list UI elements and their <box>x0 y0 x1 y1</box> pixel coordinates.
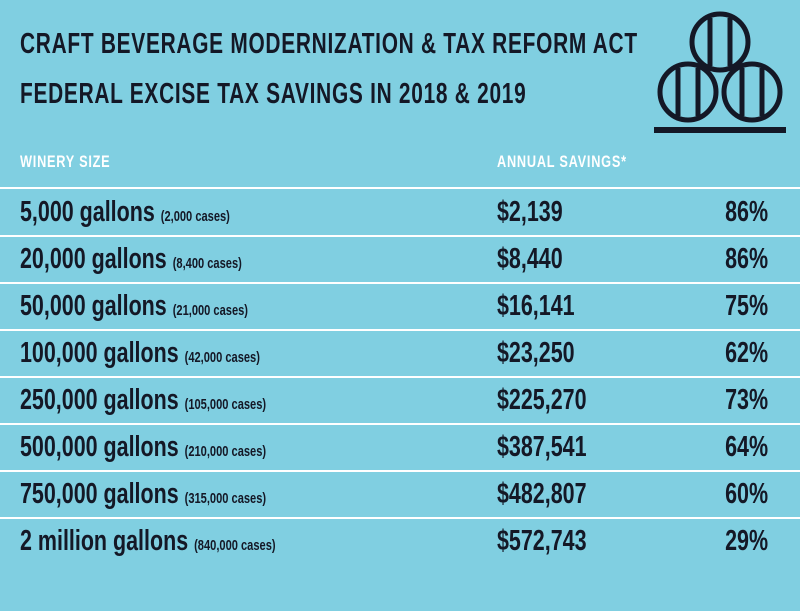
annual-savings: $23,250 <box>497 337 575 369</box>
gallons: 750,000 gallons <box>20 478 179 510</box>
row-rule <box>0 329 800 331</box>
winery-size: 50,000 gallons (21,000 cases) <box>20 290 248 323</box>
case-count: (8,400 cases) <box>172 255 242 272</box>
row-rule <box>0 470 800 472</box>
title-line: FEDERAL EXCISE TAX SAVINGS IN 2018 & 201… <box>20 78 527 110</box>
case-count: (840,000 cases) <box>194 537 276 554</box>
column-header: ANNUAL SAVINGS* <box>497 152 627 171</box>
row-rule <box>0 235 800 237</box>
savings-percent: 64% <box>725 431 768 463</box>
winery-size: 2 million gallons (840,000 cases) <box>20 525 276 558</box>
case-count: (42,000 cases) <box>184 349 260 366</box>
annual-savings: $2,139 <box>497 196 563 228</box>
winery-size: 5,000 gallons (2,000 cases) <box>20 196 230 229</box>
annual-savings: $8,440 <box>497 243 563 275</box>
annual-savings: $572,743 <box>497 525 587 557</box>
gallons: 250,000 gallons <box>20 384 179 416</box>
case-count: (210,000 cases) <box>184 443 267 460</box>
annual-savings: $482,807 <box>497 478 587 510</box>
row-rule <box>0 282 800 284</box>
winery-size: 250,000 gallons (105,000 cases) <box>20 384 266 417</box>
case-count: (315,000 cases) <box>184 490 267 507</box>
annual-savings: $16,141 <box>497 290 575 322</box>
row-rule <box>0 517 800 519</box>
annual-savings: $387,541 <box>497 431 587 463</box>
savings-percent: 86% <box>725 196 768 228</box>
savings-percent: 86% <box>725 243 768 275</box>
annual-savings: $225,270 <box>497 384 587 416</box>
winery-size: 750,000 gallons (315,000 cases) <box>20 478 266 511</box>
column-header: WINERY SIZE <box>20 152 111 171</box>
winery-size: 100,000 gallons (42,000 cases) <box>20 337 260 370</box>
gallons: 20,000 gallons <box>20 243 167 275</box>
case-count: (21,000 cases) <box>172 302 248 319</box>
savings-percent: 62% <box>725 337 768 369</box>
case-count: (105,000 cases) <box>184 396 267 413</box>
savings-percent: 29% <box>725 525 768 557</box>
gallons: 500,000 gallons <box>20 431 179 463</box>
case-count: (2,000 cases) <box>160 208 230 225</box>
gallons: 5,000 gallons <box>20 196 155 228</box>
gallons: 2 million gallons <box>20 525 189 557</box>
savings-percent: 75% <box>725 290 768 322</box>
savings-percent: 60% <box>725 478 768 510</box>
row-rule <box>0 423 800 425</box>
savings-percent: 73% <box>725 384 768 416</box>
row-rule <box>0 187 800 189</box>
gallons: 50,000 gallons <box>20 290 167 322</box>
winery-size: 500,000 gallons (210,000 cases) <box>20 431 266 464</box>
gallons: 100,000 gallons <box>20 337 179 369</box>
row-rule <box>0 376 800 378</box>
winery-size: 20,000 gallons (8,400 cases) <box>20 243 242 276</box>
barrel-icon <box>654 11 786 133</box>
title-line: CRAFT BEVERAGE MODERNIZATION & TAX REFOR… <box>20 28 638 60</box>
